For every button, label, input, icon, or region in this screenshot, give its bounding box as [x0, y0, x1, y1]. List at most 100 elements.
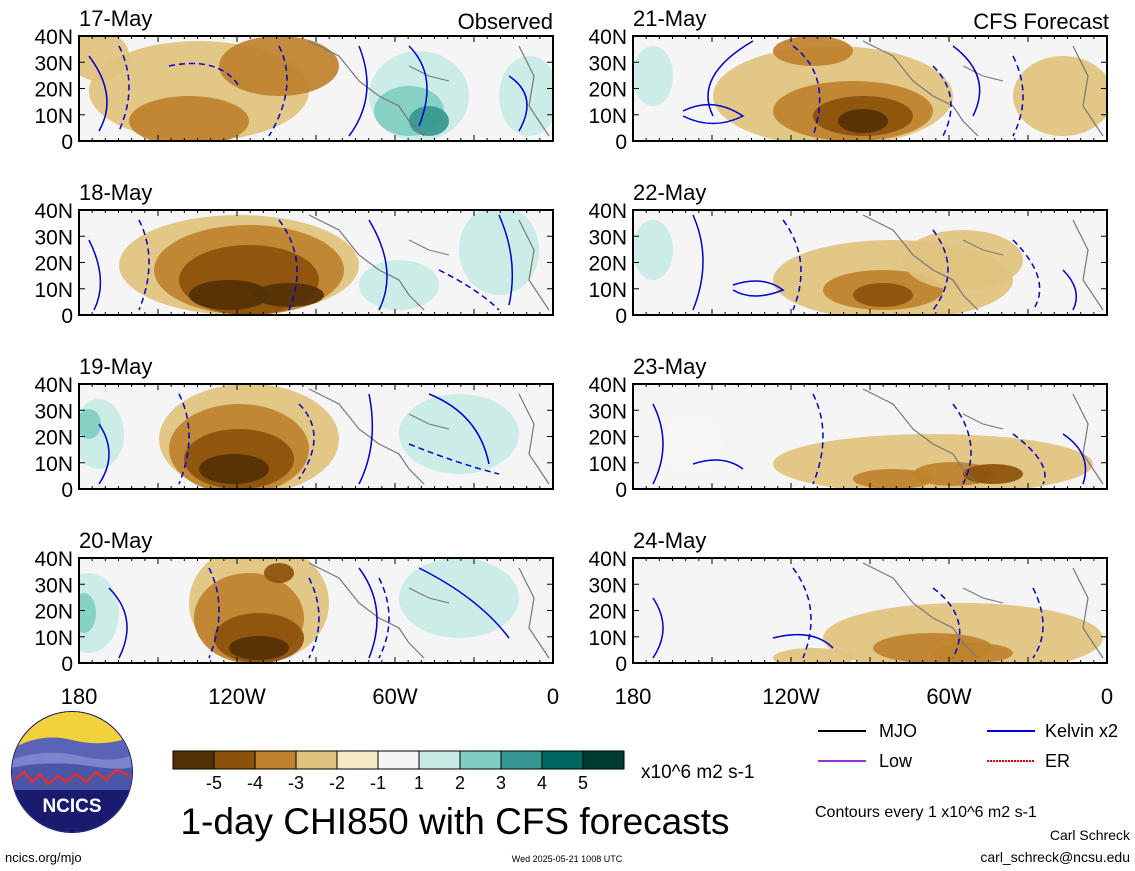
coastline: [962, 587, 1004, 604]
colorbar-swatch: [541, 750, 584, 770]
lat-label: 30N: [34, 574, 73, 597]
colorbar-swatch: [459, 750, 502, 770]
colorbar-swatch: [336, 750, 379, 770]
lat-label: 20N: [34, 427, 73, 450]
lat-label: 30N: [34, 400, 73, 423]
dashed-contour: [168, 62, 240, 87]
lon-label: 120W: [762, 684, 820, 709]
lat-label: 40N: [588, 26, 627, 49]
anomaly-shading: [219, 36, 339, 96]
coastline: [308, 40, 425, 137]
coastline: [308, 388, 425, 485]
anomaly-shading: [229, 636, 289, 660]
panel-date: 17-May: [79, 6, 152, 31]
coastline: [1072, 45, 1104, 137]
panel-date: 19-May: [79, 354, 152, 379]
panel-date: 22-May: [633, 180, 706, 205]
lat-label: 30N: [34, 52, 73, 75]
lon-label: 60W: [372, 684, 417, 709]
colorbar-swatch: [500, 750, 543, 770]
anomaly-shading: [264, 563, 294, 583]
contour-note: Contours every 1 x10^6 m2 s-1: [815, 804, 1037, 821]
lat-label: 10N: [34, 105, 73, 128]
dashed-contour: [782, 219, 802, 311]
dashed-contour: [792, 45, 821, 137]
lat-label: 0: [61, 653, 73, 676]
coastline: [862, 388, 979, 485]
kelvin-contour: [692, 459, 744, 470]
lat-label: 30N: [588, 574, 627, 597]
legend-er-label: ER: [1045, 751, 1070, 771]
kelvin-contour: [88, 55, 108, 132]
panel-24-May: 40N 30N 20N 10N 0 24-May: [588, 528, 1108, 676]
anomaly-shading: [254, 283, 324, 307]
kelvin-contour: [428, 393, 490, 465]
lat-label: 0: [615, 305, 627, 328]
author-email: carl_schreck@ncsu.edu: [980, 849, 1130, 865]
dashed-contour: [792, 567, 812, 659]
anomaly-shading: [633, 46, 673, 106]
lat-label: 40N: [34, 26, 73, 49]
lat-label: 10N: [588, 627, 627, 650]
legend-low-label: Low: [879, 751, 913, 771]
legend: MJO Kelvin x2 Low ER: [818, 721, 1118, 771]
lat-label: 30N: [34, 226, 73, 249]
panel-19-May: 40N 30N 20N 10N 0 19-May: [34, 354, 554, 502]
dashed-contour: [932, 587, 961, 659]
anomaly-shading: [499, 56, 553, 136]
chart-title: 1-day CHI850 with CFS forecasts: [180, 801, 729, 842]
anomaly-shading: [359, 260, 439, 310]
lat-label: 40N: [588, 200, 627, 223]
lat-label: 40N: [588, 374, 627, 397]
anomaly-shading: [1013, 56, 1107, 136]
kelvin-contour: [952, 45, 981, 117]
lat-label: 40N: [588, 548, 627, 571]
kelvin-contour: [408, 45, 428, 127]
colorbar-swatch: [582, 750, 625, 770]
anomaly-shading: [189, 280, 269, 310]
panel-17-May: 40N 30N 20N 10N 0 17-May: [34, 6, 554, 154]
kelvin-contour: [692, 214, 704, 311]
kelvin-contour: [418, 567, 510, 639]
kelvin-contour: [732, 280, 785, 297]
lon-label: 120W: [208, 684, 266, 709]
lon-label: 0: [547, 684, 559, 709]
dashed-contour: [308, 577, 320, 659]
dashed-contour: [1012, 55, 1024, 137]
kelvin-contour: [772, 633, 834, 649]
kelvin-contour: [682, 103, 745, 125]
forecast-label: CFS Forecast: [973, 9, 1109, 34]
lat-label: 10N: [588, 105, 627, 128]
kelvin-contour: [1062, 433, 1087, 485]
kelvin-contour: [98, 423, 110, 485]
colorbar-label: -3: [288, 773, 304, 793]
coastline: [518, 219, 550, 311]
dashed-contour: [932, 229, 949, 311]
kelvin-contour: [652, 597, 664, 659]
panel-20-May: 40N 30N 20N 10N 0 20-May: [34, 528, 554, 676]
longitude-labels: 180 120W 60W 0 180 120W 60W 0: [61, 684, 1113, 709]
lon-label: 0: [1101, 684, 1113, 709]
colorbar-label: -5: [206, 773, 222, 793]
anomaly-shading: [853, 283, 913, 307]
colorbar-swatch: [254, 750, 297, 770]
anomaly-shading: [963, 464, 1023, 484]
colorbar-swatch: [418, 750, 461, 770]
panel-22-May: 40N 30N 20N 10N 0 22-May: [588, 180, 1108, 328]
lat-label: 10N: [34, 279, 73, 302]
coastline: [308, 562, 425, 659]
anomaly-shading: [399, 394, 519, 474]
dashed-contour: [1012, 239, 1041, 311]
coastline: [1072, 219, 1104, 311]
lat-label: 10N: [588, 453, 627, 476]
lat-label: 40N: [34, 200, 73, 223]
kelvin-contour: [652, 403, 664, 485]
lat-label: 20N: [588, 79, 627, 102]
coastline: [962, 65, 1004, 82]
anomaly-shading: [773, 648, 853, 663]
dashed-contour: [138, 219, 150, 311]
kelvin-contour: [108, 587, 128, 659]
kelvin-contour: [508, 75, 528, 132]
colorbar-swatch: [295, 750, 338, 770]
